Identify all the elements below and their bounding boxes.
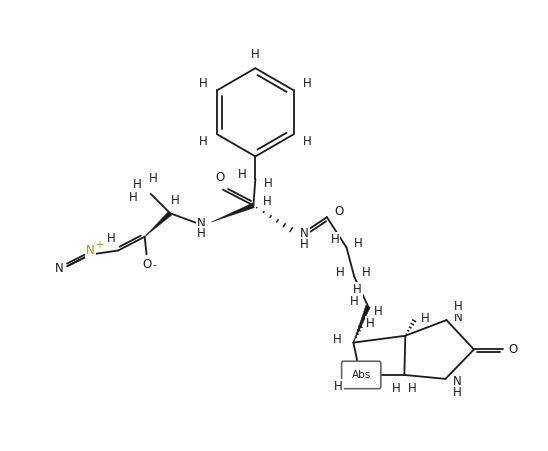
Text: H: H: [336, 266, 345, 279]
Text: H: H: [330, 233, 339, 246]
Text: +: +: [95, 239, 102, 249]
Text: H: H: [199, 77, 208, 90]
Text: H: H: [170, 194, 179, 207]
Text: H: H: [453, 386, 461, 399]
Text: H: H: [149, 172, 158, 185]
Text: H: H: [362, 266, 370, 279]
Text: H: H: [454, 300, 463, 313]
Text: O: O: [334, 205, 343, 218]
Polygon shape: [212, 203, 254, 222]
Text: O: O: [215, 171, 225, 184]
Text: H: H: [420, 312, 429, 325]
Text: H: H: [197, 227, 206, 240]
Text: H: H: [333, 333, 342, 346]
Text: H: H: [107, 232, 116, 245]
Text: H: H: [366, 317, 374, 330]
Text: Abs: Abs: [352, 370, 371, 380]
Text: H: H: [128, 191, 137, 204]
Polygon shape: [145, 212, 172, 237]
Text: H: H: [264, 177, 272, 190]
Text: H: H: [262, 195, 271, 208]
Text: H: H: [300, 238, 309, 251]
Text: O: O: [509, 343, 518, 356]
Text: H: H: [334, 380, 343, 393]
Text: H: H: [392, 382, 401, 395]
Text: N: N: [55, 262, 64, 275]
Text: H: H: [374, 305, 383, 318]
Text: H: H: [238, 168, 247, 180]
Text: H: H: [350, 295, 359, 308]
Text: H: H: [354, 237, 363, 250]
Text: N: N: [300, 227, 309, 240]
Text: H: H: [251, 48, 260, 61]
Text: H: H: [303, 77, 312, 90]
Text: H: H: [199, 135, 208, 148]
Text: N: N: [87, 244, 95, 257]
Text: H: H: [408, 382, 416, 395]
Text: N: N: [454, 311, 463, 324]
Text: N: N: [197, 216, 206, 230]
Text: H: H: [303, 135, 312, 148]
Text: N: N: [453, 375, 461, 388]
Text: H: H: [133, 178, 141, 191]
Polygon shape: [353, 305, 370, 343]
Text: H: H: [353, 283, 362, 296]
Text: O: O: [142, 258, 151, 271]
FancyBboxPatch shape: [341, 361, 381, 389]
Text: -: -: [153, 260, 156, 270]
